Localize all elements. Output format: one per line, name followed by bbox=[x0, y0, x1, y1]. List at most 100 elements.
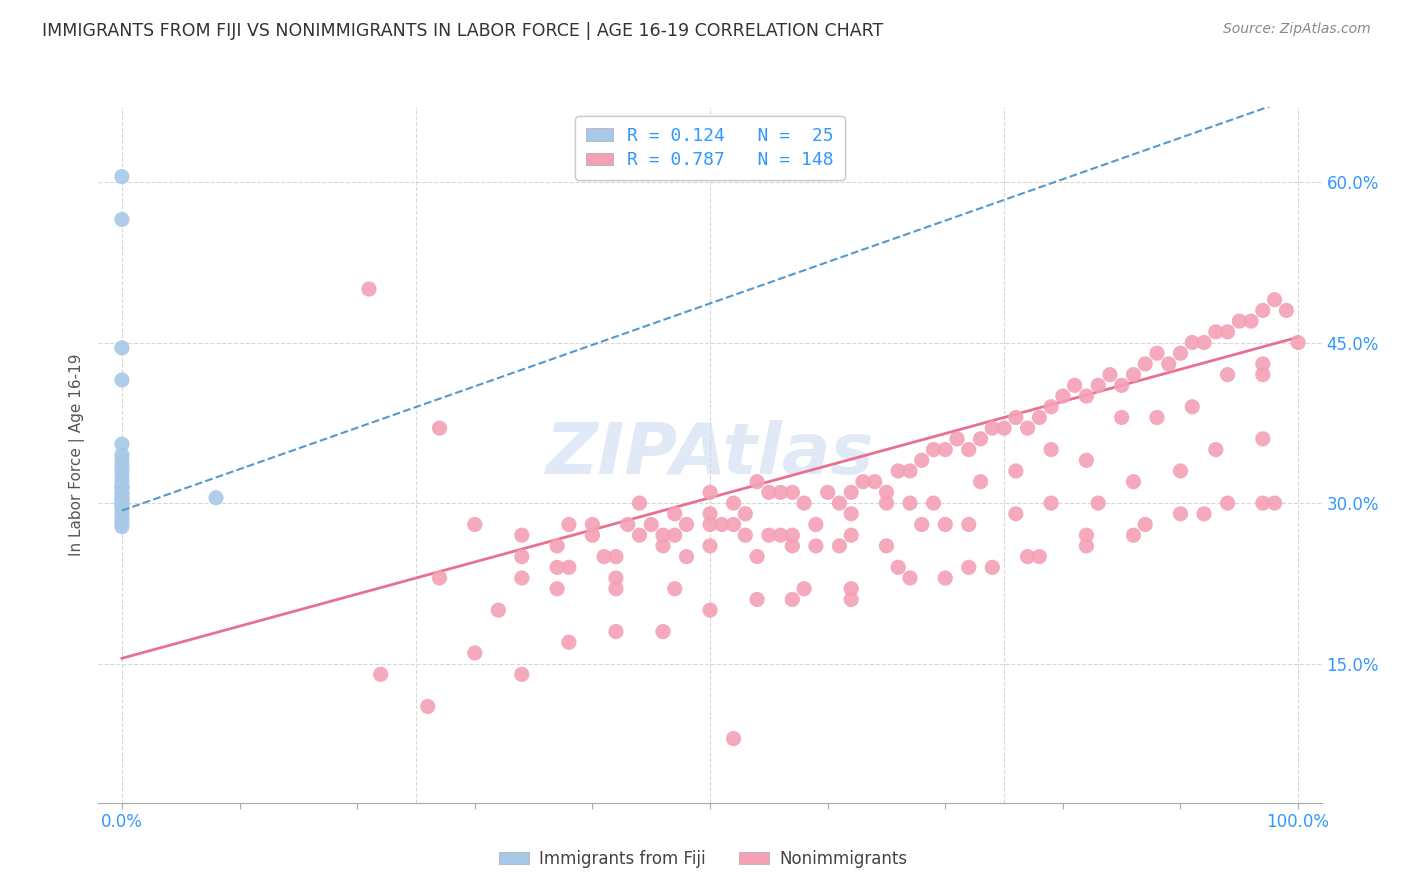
Point bbox=[1111, 410, 1133, 425]
Point bbox=[652, 539, 675, 553]
Point bbox=[111, 492, 134, 507]
Point bbox=[1251, 357, 1274, 371]
Point bbox=[1004, 410, 1026, 425]
Point bbox=[111, 485, 134, 500]
Point bbox=[946, 432, 969, 446]
Point bbox=[1052, 389, 1074, 403]
Point bbox=[1146, 346, 1168, 360]
Point bbox=[664, 507, 686, 521]
Point bbox=[664, 582, 686, 596]
Point bbox=[745, 549, 768, 564]
Point bbox=[1076, 539, 1098, 553]
Point bbox=[1286, 335, 1309, 350]
Point bbox=[111, 437, 134, 451]
Point bbox=[828, 539, 851, 553]
Point bbox=[1181, 335, 1204, 350]
Point bbox=[111, 448, 134, 462]
Point bbox=[558, 517, 581, 532]
Point bbox=[1004, 507, 1026, 521]
Point bbox=[628, 528, 651, 542]
Point bbox=[605, 582, 627, 596]
Point bbox=[616, 517, 638, 532]
Point bbox=[875, 539, 897, 553]
Point bbox=[510, 571, 533, 585]
Point bbox=[993, 421, 1015, 435]
Point bbox=[957, 442, 980, 457]
Point bbox=[1251, 496, 1274, 510]
Point bbox=[510, 549, 533, 564]
Text: Source: ZipAtlas.com: Source: ZipAtlas.com bbox=[1223, 22, 1371, 37]
Point bbox=[699, 485, 721, 500]
Point bbox=[745, 475, 768, 489]
Point bbox=[769, 485, 792, 500]
Point bbox=[111, 487, 134, 501]
Point bbox=[1063, 378, 1085, 392]
Point bbox=[957, 517, 980, 532]
Point bbox=[640, 517, 662, 532]
Point bbox=[1240, 314, 1263, 328]
Point bbox=[357, 282, 380, 296]
Point bbox=[111, 341, 134, 355]
Point bbox=[934, 517, 956, 532]
Point bbox=[745, 592, 768, 607]
Point bbox=[804, 517, 827, 532]
Point bbox=[111, 507, 134, 521]
Point bbox=[887, 464, 910, 478]
Point bbox=[710, 517, 733, 532]
Point bbox=[1017, 421, 1039, 435]
Point bbox=[734, 528, 756, 542]
Point bbox=[1251, 368, 1274, 382]
Point bbox=[111, 496, 134, 510]
Point bbox=[1087, 378, 1109, 392]
Point bbox=[839, 507, 862, 521]
Legend: R = 0.124   N =  25, R = 0.787   N = 148: R = 0.124 N = 25, R = 0.787 N = 148 bbox=[575, 116, 845, 180]
Point bbox=[429, 421, 451, 435]
Point bbox=[782, 528, 804, 542]
Point bbox=[804, 539, 827, 553]
Point bbox=[1205, 325, 1227, 339]
Point bbox=[1040, 400, 1063, 414]
Point bbox=[1076, 389, 1098, 403]
Point bbox=[546, 539, 568, 553]
Point bbox=[922, 496, 945, 510]
Point bbox=[1251, 432, 1274, 446]
Point bbox=[723, 731, 745, 746]
Point bbox=[1264, 496, 1286, 510]
Point bbox=[546, 582, 568, 596]
Point bbox=[628, 496, 651, 510]
Point bbox=[1087, 496, 1109, 510]
Point bbox=[416, 699, 439, 714]
Point bbox=[593, 549, 616, 564]
Point bbox=[111, 498, 134, 512]
Point bbox=[934, 442, 956, 457]
Point bbox=[1216, 325, 1239, 339]
Point bbox=[605, 624, 627, 639]
Point bbox=[1192, 507, 1215, 521]
Point bbox=[111, 501, 134, 516]
Point bbox=[675, 517, 697, 532]
Point bbox=[558, 560, 581, 574]
Point bbox=[1135, 517, 1157, 532]
Point bbox=[370, 667, 392, 681]
Point bbox=[839, 485, 862, 500]
Point bbox=[652, 624, 675, 639]
Point bbox=[863, 475, 886, 489]
Point bbox=[852, 475, 875, 489]
Point bbox=[723, 517, 745, 532]
Point bbox=[1135, 357, 1157, 371]
Point bbox=[981, 421, 1004, 435]
Point bbox=[581, 528, 603, 542]
Point bbox=[558, 635, 581, 649]
Point bbox=[875, 496, 897, 510]
Point bbox=[699, 603, 721, 617]
Point bbox=[699, 507, 721, 521]
Point bbox=[1170, 464, 1192, 478]
Point bbox=[1040, 442, 1063, 457]
Text: IMMIGRANTS FROM FIJI VS NONIMMIGRANTS IN LABOR FORCE | AGE 16-19 CORRELATION CHA: IMMIGRANTS FROM FIJI VS NONIMMIGRANTS IN… bbox=[42, 22, 883, 40]
Point bbox=[111, 469, 134, 483]
Point bbox=[111, 475, 134, 489]
Point bbox=[898, 571, 921, 585]
Point bbox=[758, 528, 780, 542]
Legend: Immigrants from Fiji, Nonimmigrants: Immigrants from Fiji, Nonimmigrants bbox=[492, 844, 914, 875]
Point bbox=[981, 560, 1004, 574]
